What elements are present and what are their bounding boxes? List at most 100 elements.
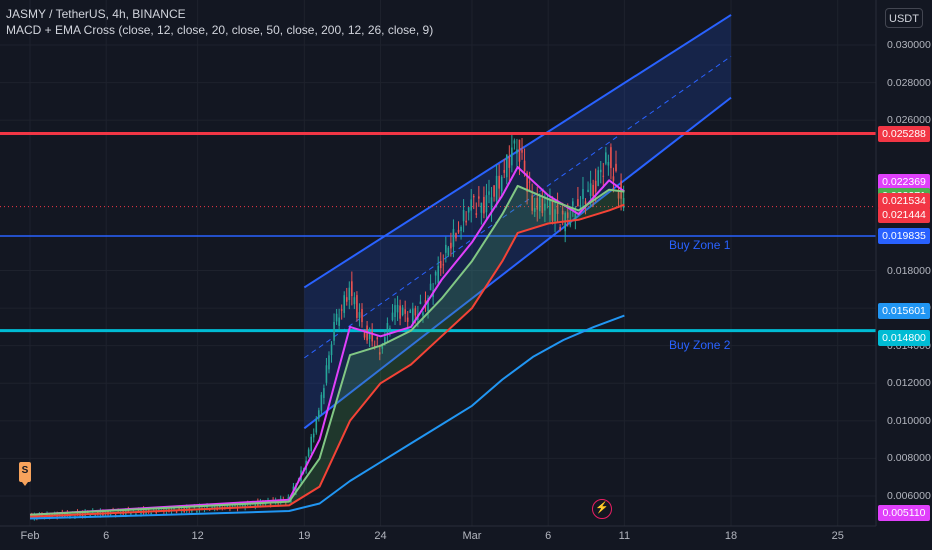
lightning-icon[interactable]: ⚡ xyxy=(592,499,612,519)
candle-body xyxy=(594,180,597,192)
candle-body xyxy=(175,511,178,513)
candle-body xyxy=(617,192,620,199)
candle-body xyxy=(412,308,414,325)
candle-body xyxy=(541,198,544,213)
candle-body xyxy=(460,226,462,231)
candle-body xyxy=(394,305,396,317)
candle-body xyxy=(307,449,310,457)
candle-body xyxy=(434,271,437,276)
candle-body xyxy=(437,265,439,283)
candle-body xyxy=(213,506,216,509)
candle-body xyxy=(356,295,358,318)
candle-body xyxy=(536,197,539,210)
candle-body xyxy=(351,281,353,297)
candle-body xyxy=(340,309,343,311)
candle-body xyxy=(488,191,490,195)
candle-body xyxy=(587,189,589,192)
split-marker-icon[interactable]: S xyxy=(19,462,31,486)
ema-line xyxy=(29,203,625,518)
indicator-title[interactable]: MACD + EMA Cross (close, 12, close, 20, … xyxy=(6,23,434,37)
x-tick-label: 24 xyxy=(374,530,387,542)
candle-body xyxy=(330,344,333,356)
currency-button[interactable]: USDT xyxy=(885,8,923,28)
candle-body xyxy=(406,317,409,322)
candle-body xyxy=(312,433,315,438)
candle-body xyxy=(521,149,523,153)
candle-body xyxy=(363,331,366,338)
y-tick-label: 0.010000 xyxy=(887,414,931,427)
candle-body xyxy=(386,323,389,335)
candle-body xyxy=(462,210,465,222)
candle-body xyxy=(130,512,132,515)
candle-body xyxy=(475,213,478,215)
candle-body xyxy=(323,388,325,398)
candle-body xyxy=(391,312,394,321)
candle-body xyxy=(333,321,335,341)
candle-body xyxy=(480,202,483,213)
symbol-title[interactable]: JASMY / TetherUS, 4h, BINANCE xyxy=(6,7,186,21)
ema-line xyxy=(29,166,625,516)
candle-body xyxy=(500,176,503,192)
candle-body xyxy=(566,212,569,218)
channel-lower-line[interactable] xyxy=(303,96,732,430)
candle-body xyxy=(254,503,257,507)
candle-body xyxy=(178,508,180,510)
candle-body xyxy=(371,331,373,342)
candle-body xyxy=(429,283,432,291)
candle-body xyxy=(478,196,480,199)
candle-body xyxy=(602,175,605,177)
candle-body xyxy=(452,228,455,247)
candle-body xyxy=(376,337,379,340)
candle-body xyxy=(589,183,592,196)
candle-body xyxy=(218,505,221,508)
candle-body xyxy=(483,196,485,214)
candle-body xyxy=(470,199,473,211)
candle-body xyxy=(457,229,460,233)
candle-body xyxy=(424,299,427,304)
candle-body xyxy=(450,242,452,249)
candle-body xyxy=(516,149,518,154)
candle-body xyxy=(396,304,399,313)
candle-body xyxy=(419,301,422,305)
candle-body xyxy=(485,195,488,213)
candle-body xyxy=(191,510,193,512)
candle-body xyxy=(147,508,150,512)
candle-body xyxy=(135,513,137,515)
candle-body xyxy=(605,152,607,164)
candle-body xyxy=(241,504,244,507)
candle-body xyxy=(338,317,340,326)
candle-body xyxy=(361,308,363,323)
horizontal-levels[interactable] xyxy=(0,132,876,333)
candle-body xyxy=(155,511,158,514)
candle-body xyxy=(422,312,424,316)
candle-body xyxy=(531,195,533,211)
y-tick-label: 0.030000 xyxy=(887,39,931,51)
candle-body xyxy=(318,410,320,419)
candle-body xyxy=(69,515,71,517)
candle-body xyxy=(150,512,152,514)
candle-body xyxy=(53,513,56,517)
candle-body xyxy=(94,514,97,516)
candle-body xyxy=(287,497,290,499)
candle-body xyxy=(582,188,584,200)
candle-body xyxy=(358,312,361,318)
candle-body xyxy=(269,504,272,506)
candle-body xyxy=(66,512,69,516)
candle-body xyxy=(264,503,267,505)
candle-body xyxy=(389,327,391,331)
candle-body xyxy=(577,199,579,207)
candle-body xyxy=(574,213,577,220)
candle-body xyxy=(404,309,406,314)
candle-body xyxy=(158,508,160,510)
x-tick-label: 19 xyxy=(298,530,311,542)
candle-body xyxy=(335,313,338,322)
price-tag: 0.014800 xyxy=(878,329,930,346)
y-tick-label: 0.028000 xyxy=(887,76,931,89)
ascending-channel[interactable] xyxy=(303,14,732,430)
price-tag: 0.005110 xyxy=(878,504,930,521)
x-tick-label: 6 xyxy=(103,530,110,542)
candle-body xyxy=(615,163,617,171)
candle-body xyxy=(612,176,615,181)
x-tick-label: 11 xyxy=(618,530,631,542)
